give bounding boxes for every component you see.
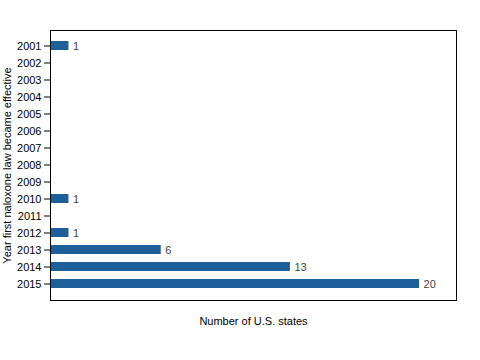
svg-text:Year first naloxone law became: Year first naloxone law became effective — [1, 67, 13, 263]
svg-text:2002: 2002 — [17, 57, 41, 69]
svg-text:Number of U.S. states: Number of U.S. states — [199, 315, 308, 327]
svg-text:2015: 2015 — [17, 278, 41, 290]
svg-text:2004: 2004 — [17, 91, 41, 103]
svg-text:2007: 2007 — [17, 142, 41, 154]
svg-text:2005: 2005 — [17, 108, 41, 120]
svg-text:2011: 2011 — [18, 210, 42, 222]
svg-text:2009: 2009 — [17, 176, 41, 188]
svg-text:6: 6 — [165, 244, 171, 256]
svg-text:2010: 2010 — [17, 193, 41, 205]
svg-text:2008: 2008 — [17, 159, 41, 171]
svg-text:2012: 2012 — [17, 227, 41, 239]
svg-text:2013: 2013 — [17, 244, 41, 256]
svg-text:13: 13 — [294, 261, 306, 273]
svg-text:2001: 2001 — [17, 40, 41, 52]
svg-text:2006: 2006 — [17, 125, 41, 137]
svg-text:2014: 2014 — [17, 261, 41, 273]
svg-text:1: 1 — [73, 193, 79, 205]
svg-text:1: 1 — [73, 40, 79, 52]
svg-text:20: 20 — [424, 278, 436, 290]
svg-text:1: 1 — [73, 227, 79, 239]
svg-text:2003: 2003 — [17, 74, 41, 86]
